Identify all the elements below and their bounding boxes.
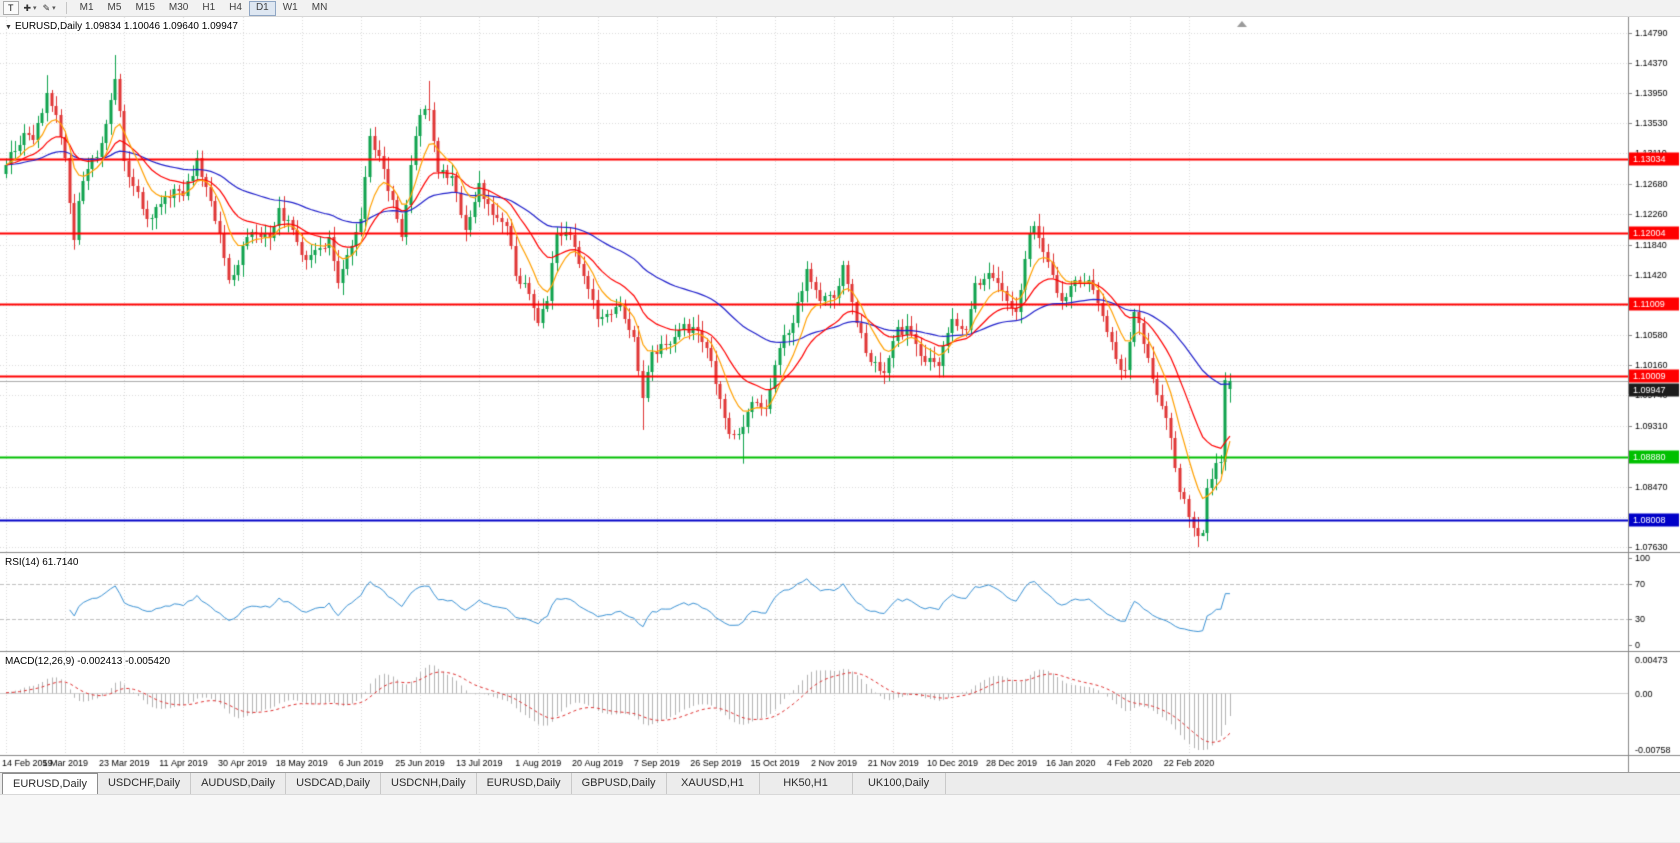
timeframe-button-m30[interactable]: M30 — [162, 1, 195, 16]
timeframe-button-h1[interactable]: H1 — [195, 1, 222, 16]
timeframe-button-mn[interactable]: MN — [305, 1, 335, 16]
price-chart-canvas[interactable] — [0, 17, 1680, 772]
chart-tab-audusd-daily[interactable]: AUDUSD,Daily — [191, 773, 287, 794]
chart-tab-gbpusd-daily[interactable]: GBPUSD,Daily — [572, 773, 667, 794]
timeframe-button-m15[interactable]: M15 — [128, 1, 161, 16]
chart-tab-usdchf-daily[interactable]: USDCHF,Daily — [98, 773, 192, 794]
timeframe-button-h4[interactable]: H4 — [222, 1, 249, 16]
timeframe-button-m1[interactable]: M1 — [73, 1, 101, 16]
crosshair-tool-icon[interactable]: ✚ — [23, 2, 32, 13]
chart-tab-uk100-daily[interactable]: UK100,Daily — [853, 773, 946, 794]
drawing-dropdown-caret-icon[interactable]: ▾ — [52, 5, 56, 12]
chart-area: ▼ EURUSD,Daily 1.09834 1.10046 1.09640 1.… — [0, 17, 1680, 772]
text-tool-button[interactable]: T — [3, 1, 19, 15]
chart-ohlc-values: 1.09834 1.10046 1.09640 1.09947 — [84, 21, 238, 32]
window-footer: EURUSD,Daily USDCHF,Daily AUDUSD,Daily U… — [0, 772, 1680, 843]
symbol-dropdown-icon[interactable]: ▼ — [5, 24, 12, 31]
chart-tab-usdcad-daily[interactable]: USDCAD,Daily — [286, 773, 382, 794]
chart-ohlc-header: ▼ EURUSD,Daily 1.09834 1.10046 1.09640 1.… — [5, 21, 238, 32]
toolbar-separator — [65, 2, 67, 14]
status-area — [0, 794, 1680, 842]
chart-tabs-bar: EURUSD,Daily USDCHF,Daily AUDUSD,Daily U… — [0, 772, 1680, 794]
chart-tab-usdcnh-daily[interactable]: USDCNH,Daily — [381, 773, 477, 794]
chart-tab-eurusd-daily[interactable]: EURUSD,Daily — [2, 773, 98, 794]
top-toolbar: T ✚ ▾ ✎ ▾ M1 M5 M15 M30 H1 H4 D1 W1 MN — [0, 0, 1680, 17]
macd-value: -0.002413 -0.005420 — [77, 656, 171, 667]
macd-name: MACD(12,26,9) — [5, 656, 75, 667]
drawing-tool-icon[interactable]: ✎ — [42, 2, 51, 13]
chart-symbol-label: EURUSD,Daily — [14, 21, 83, 32]
timeframe-button-d1[interactable]: D1 — [248, 0, 276, 16]
rsi-value: 61.7140 — [42, 557, 79, 568]
macd-indicator-label: MACD(12,26,9) -0.002413 -0.005420 — [5, 656, 170, 667]
timeframe-button-w1[interactable]: W1 — [276, 1, 305, 16]
chart-tab-hk50-h1[interactable]: HK50,H1 — [760, 773, 853, 794]
timeframe-button-m5[interactable]: M5 — [101, 1, 129, 16]
rsi-name: RSI(14) — [5, 557, 40, 568]
crosshair-dropdown-caret-icon[interactable]: ▾ — [33, 5, 37, 12]
rsi-indicator-label: RSI(14) 61.7140 — [5, 557, 78, 568]
chart-tab-xauusd-h1[interactable]: XAUUSD,H1 — [667, 773, 760, 794]
chart-tab-eurusd-daily-2[interactable]: EURUSD,Daily — [477, 773, 572, 794]
